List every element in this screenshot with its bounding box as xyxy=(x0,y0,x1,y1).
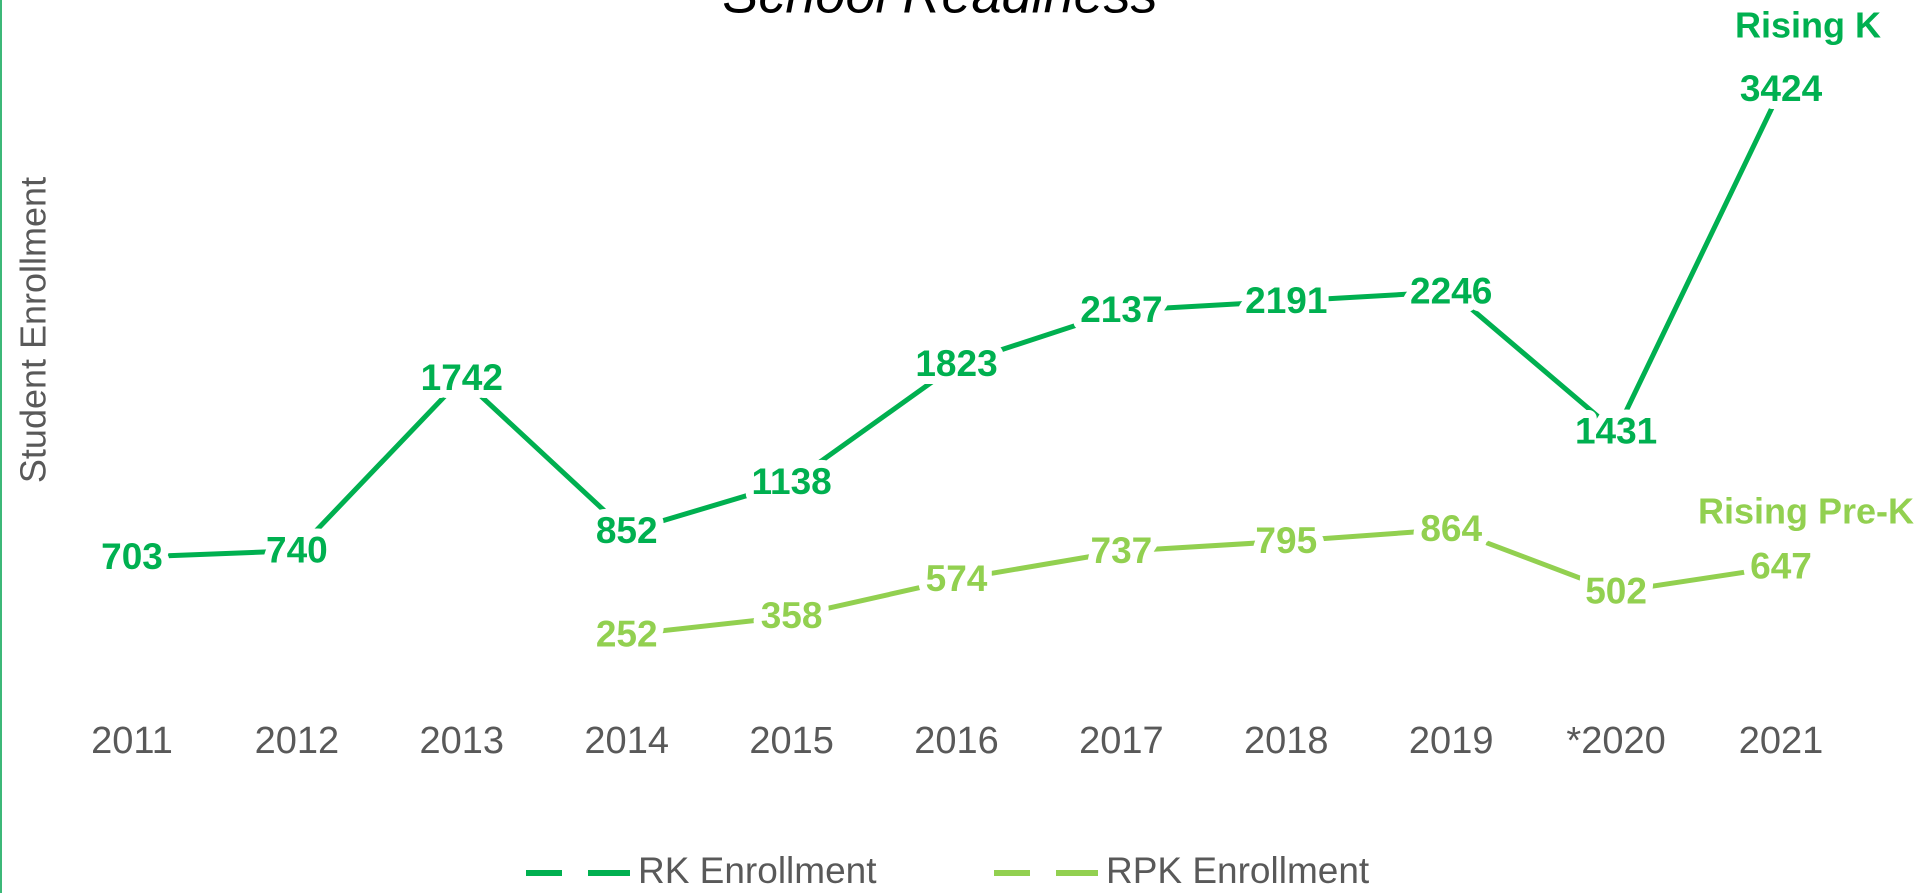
legend-label: RPK Enrollment xyxy=(1106,850,1370,891)
data-label: 2137 xyxy=(1080,289,1162,330)
x-tick-label: 2011 xyxy=(91,720,173,762)
data-label: 1138 xyxy=(751,461,831,502)
data-label: 740 xyxy=(266,530,328,571)
data-label: 358 xyxy=(761,595,823,636)
x-tick-label: *2020 xyxy=(1566,720,1665,762)
data-label: 852 xyxy=(596,510,658,551)
series-line xyxy=(131,87,1784,560)
x-tick-label: 2014 xyxy=(584,720,669,762)
data-label: 703 xyxy=(101,536,163,577)
x-tick-label: 2012 xyxy=(255,720,340,762)
x-tick-label: 2021 xyxy=(1739,720,1824,762)
x-tick-label: 2013 xyxy=(420,720,505,762)
data-label: 1431 xyxy=(1575,411,1657,452)
x-tick-label: 2015 xyxy=(749,720,834,762)
data-label: 647 xyxy=(1750,545,1812,586)
data-label: 3424 xyxy=(1740,68,1823,109)
legend-label: RK Enrollment xyxy=(638,850,877,891)
chart-title: School Readiness xyxy=(722,0,1157,24)
x-tick-label: 2018 xyxy=(1244,720,1329,762)
y-axis-label: Student Enrollment xyxy=(13,177,54,483)
data-label: 2191 xyxy=(1245,280,1327,321)
annotation: Rising Pre-K xyxy=(1698,491,1914,532)
data-label: 574 xyxy=(926,558,988,599)
data-label: 1823 xyxy=(915,343,997,384)
x-tick-label: 2017 xyxy=(1079,720,1164,762)
data-label: 252 xyxy=(596,613,658,654)
data-label: 2246 xyxy=(1410,270,1492,311)
data-label: 1742 xyxy=(421,357,503,398)
x-tick-label: 2016 xyxy=(914,720,999,762)
data-label: 737 xyxy=(1091,530,1153,571)
data-label: 795 xyxy=(1255,520,1317,561)
series-line xyxy=(626,526,1782,638)
x-tick-label: 2019 xyxy=(1409,720,1494,762)
data-label: 502 xyxy=(1585,570,1647,611)
annotation: Rising K xyxy=(1735,5,1881,46)
data-label: 864 xyxy=(1420,508,1482,549)
